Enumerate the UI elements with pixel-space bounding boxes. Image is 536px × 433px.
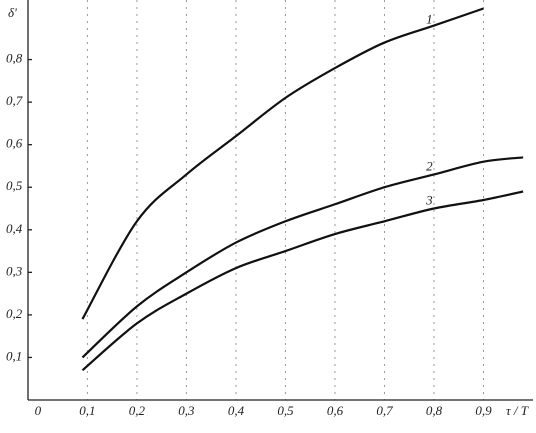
series-label: 3 bbox=[425, 193, 433, 208]
x-tick-label: 0,9 bbox=[475, 403, 492, 418]
y-axis-label: δ' bbox=[8, 5, 17, 20]
y-tick-label: 0,1 bbox=[6, 348, 22, 363]
x-tick-label: 0,4 bbox=[228, 403, 245, 418]
y-tick-label: 0,7 bbox=[6, 93, 23, 108]
y-tick-label: 0,8 bbox=[6, 51, 23, 66]
y-tick-label: 0,2 bbox=[6, 306, 23, 321]
x-tick-label: 0,3 bbox=[178, 403, 195, 418]
x-tick-label: 0,8 bbox=[426, 403, 443, 418]
curve bbox=[81, 190, 524, 372]
x-tick-label: 0,5 bbox=[277, 403, 294, 418]
y-tick-label: 0,6 bbox=[6, 136, 23, 151]
y-tick-label: 0,4 bbox=[6, 221, 23, 236]
x-axis-label: τ / T bbox=[506, 403, 529, 418]
x-tick-label: 0,2 bbox=[129, 403, 146, 418]
curve bbox=[81, 156, 524, 359]
x-tick-label: 0,6 bbox=[327, 403, 344, 418]
series-label: 2 bbox=[426, 159, 433, 174]
x-tick-label: 0,7 bbox=[376, 403, 393, 418]
y-tick-label: 0,3 bbox=[6, 263, 23, 278]
y-tick-label: 0,5 bbox=[6, 178, 23, 193]
series-label: 1 bbox=[426, 11, 433, 26]
x-tick-label: 0,1 bbox=[79, 403, 95, 418]
x-tick-label: 0 bbox=[35, 403, 42, 418]
curve bbox=[81, 7, 484, 320]
